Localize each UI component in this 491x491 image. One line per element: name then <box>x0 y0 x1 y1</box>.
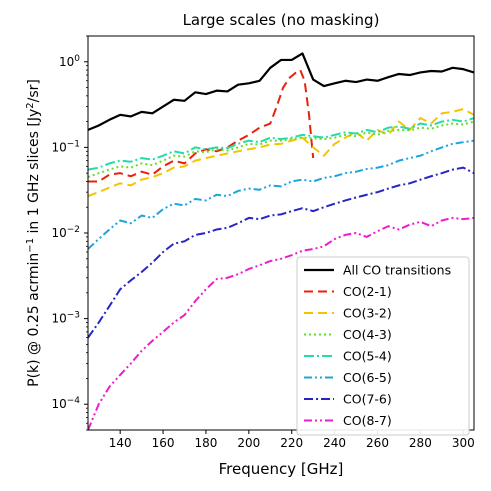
x-tick-label: 220 <box>280 436 303 450</box>
legend-label: CO(2-1) <box>343 284 392 299</box>
x-tick-label: 160 <box>152 436 175 450</box>
legend-box <box>296 256 470 436</box>
x-tick-label: 240 <box>323 436 346 450</box>
series-line-3 <box>88 120 474 179</box>
x-tick-label: 180 <box>194 436 217 450</box>
x-tick-label: 260 <box>366 436 389 450</box>
legend-label: CO(6-5) <box>343 370 392 385</box>
series-line-5 <box>88 139 474 250</box>
x-tick-label: 140 <box>109 436 132 450</box>
x-axis-label: Frequency [GHz] <box>219 460 344 478</box>
legend-label: CO(8-7) <box>343 413 392 428</box>
legend: All CO transitions CO(2-1) CO(3-2) CO(4-3) C… <box>296 256 470 436</box>
series-line-2 <box>88 108 474 198</box>
y-tick-label: 10−2 <box>51 225 80 240</box>
y-tick-label: 10−1 <box>51 139 80 154</box>
y-tick-label: 100 <box>59 54 80 69</box>
x-tick-label: 200 <box>237 436 260 450</box>
plot-area-frame <box>87 35 475 431</box>
y-axis-label: P(k) @ 0.25 acrmin−1 in 1 GHz slices [Jy… <box>25 79 43 387</box>
legend-label: All CO transitions <box>343 263 451 278</box>
legend-label: CO(5-4) <box>343 349 392 364</box>
chart-title: Large scales (no masking) <box>183 11 380 29</box>
y-tick-label: 10−3 <box>51 311 80 326</box>
series-line-4 <box>88 117 474 171</box>
y-tick-label: 10−4 <box>51 396 80 411</box>
x-tick-label: 280 <box>409 436 432 450</box>
legend-label: CO(3-2) <box>343 306 392 321</box>
legend-label: CO(7-6) <box>343 392 392 407</box>
legend-label: CO(4-3) <box>343 327 392 342</box>
x-tick-label: 300 <box>452 436 475 450</box>
series-line-0 <box>88 52 474 131</box>
series-line-6 <box>88 166 474 339</box>
series-line-7 <box>88 216 474 430</box>
